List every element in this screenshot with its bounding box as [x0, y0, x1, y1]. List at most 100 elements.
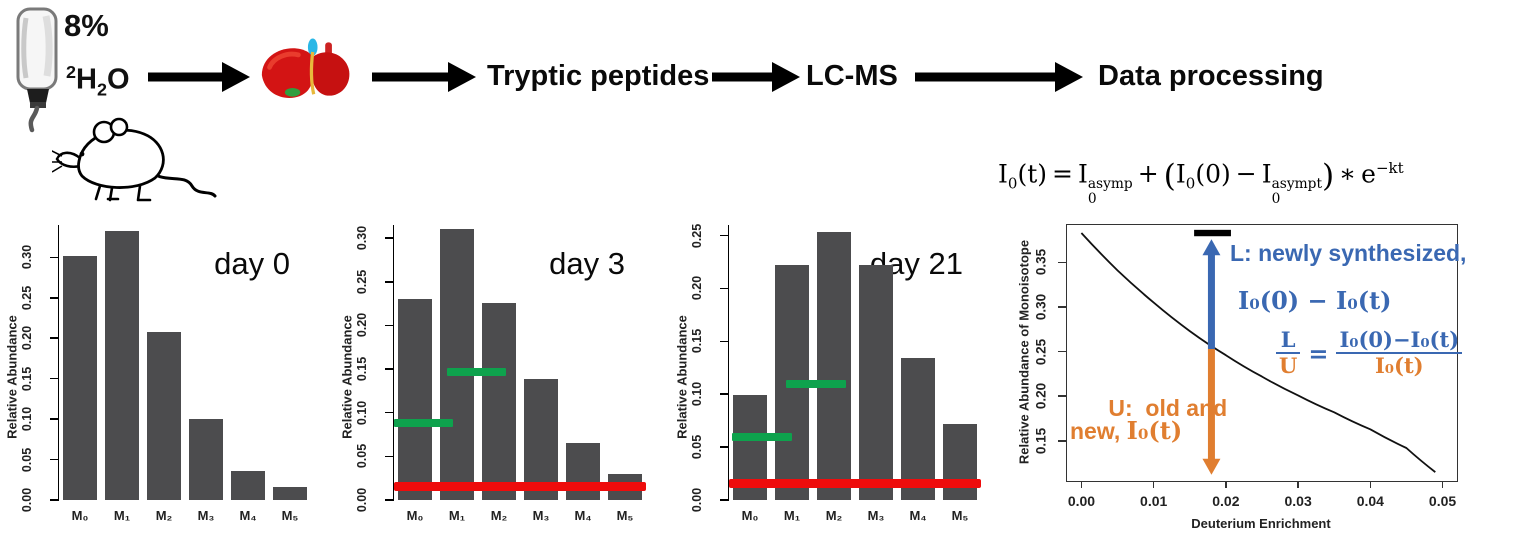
bar-M₂: [147, 331, 181, 500]
y-tick-label: 0.35: [1033, 249, 1049, 276]
y-tick-label: 0.20: [690, 276, 704, 301]
plot-area: 0.00 0.05 0.10 0.15 0.20 0.25 0.30 M₀ M₁ M₂ M₃ M₄ M₅: [20, 225, 311, 523]
flow-arrow-2: [372, 60, 476, 94]
bar-M₂: [482, 302, 516, 500]
y-tick-label: 0.25: [1033, 338, 1049, 365]
x-axis-label: Deuterium Enrichment: [1191, 516, 1331, 531]
dose-label: 8%: [64, 8, 109, 43]
i0-initial-cap: [1194, 229, 1231, 237]
bar-M₄: [231, 470, 265, 500]
green-marker-line: [394, 419, 454, 428]
water-o: O: [106, 63, 130, 96]
x-tick-label: 0.00: [1067, 493, 1096, 509]
intensity-fraction: I₀(0)−I₀(t) I₀(t): [1336, 327, 1463, 378]
old-and-new-arrowhead: [1202, 458, 1221, 475]
y-tick: [1058, 261, 1067, 264]
flow-arrow-1: [148, 60, 250, 94]
y-tick: [385, 324, 394, 327]
y-tick-label: 0.00: [690, 487, 704, 513]
x-tick: [1080, 481, 1083, 488]
labeled-fraction-formula: I₀(0) − I₀(t): [1238, 286, 1392, 315]
heavy-water-label: 2H2O: [66, 62, 130, 100]
water-h: H: [76, 63, 97, 96]
bar-M₃: [189, 419, 223, 500]
x-tick-label: 0.02: [1212, 493, 1240, 509]
y-tick-label: 0.10: [20, 406, 34, 432]
x-category-label: M₄: [909, 508, 927, 523]
red-marker-line: [729, 478, 981, 488]
y-tick: [720, 287, 729, 290]
red-marker-line: [394, 481, 646, 491]
x-tick-label: 0.05: [1428, 493, 1457, 509]
lu-ratio-equation: L U = I₀(0)−I₀(t) I₀(t): [1276, 327, 1463, 378]
bar-M₁: [440, 229, 474, 500]
x-category-label: M₂: [825, 508, 843, 523]
green-marker-line: [446, 367, 507, 376]
y-tick: [1058, 440, 1067, 442]
y-tick-label: 0.05: [20, 447, 34, 472]
formula-I0t: I: [998, 159, 1008, 189]
y-tick: [720, 234, 729, 237]
x-category-label: M₅: [281, 508, 299, 523]
x-tick: [1152, 481, 1155, 488]
y-tick-label: 0.15: [20, 366, 34, 391]
x-category-label: M₃: [867, 508, 885, 523]
plot-box: 0.00 0.01 0.02 0.03 0.04 0.05 0.15 0.20 0.25 0.30…: [1034, 224, 1458, 509]
y-tick: [50, 418, 59, 420]
y-tick: [385, 455, 394, 458]
x-category-label: M₀: [406, 508, 424, 523]
bar-M₄: [901, 358, 935, 500]
green-marker-line: [731, 432, 792, 441]
y-tick-label: 0.05: [690, 434, 704, 460]
bar-chart-day-0: Relative Abundance day 0 0.00 0.05 0.10 0.1…: [0, 202, 332, 542]
x-category-label: M₃: [197, 508, 215, 523]
y-tick: [385, 237, 394, 239]
y-tick: [1058, 350, 1067, 353]
y-axis-label: Relative Abundance: [674, 315, 690, 439]
labeled-fraction-annotation: L: newly synthesized,: [1230, 240, 1467, 266]
bar-M₀: [63, 255, 97, 500]
y-tick: [720, 340, 729, 343]
workflow-step-tryptic-peptides: Tryptic peptides: [487, 60, 710, 92]
liver-icon: [258, 36, 354, 121]
x-category-label: M₀: [741, 508, 759, 523]
y-axis-label: Relative Abundance: [4, 315, 20, 439]
bar-M₁: [105, 230, 139, 500]
bar-M₀: [398, 299, 432, 500]
x-category-label: M₀: [71, 508, 89, 523]
equals-sign: =: [1308, 338, 1329, 368]
bar-M₄: [566, 443, 600, 500]
y-tick: [50, 256, 59, 259]
bar-M₃: [859, 265, 893, 500]
y-tick-label: 0.10: [690, 382, 704, 407]
lu-fraction: L U: [1276, 327, 1301, 378]
plot-area: 0.00 0.05 0.10 0.15 0.20 0.25 0.30 M₀ M₁ M₂ M₃ M₄ M₅: [355, 225, 646, 523]
chart-title: day 0: [214, 246, 290, 281]
curve-svg: [1080, 229, 1436, 475]
workflow-step-lc-ms: LC-MS: [806, 60, 898, 92]
x-category-label: M₁: [113, 508, 131, 523]
y-tick-label: 0.30: [355, 225, 369, 251]
y-tick-label: 0.20: [1033, 383, 1049, 410]
bar-chart-day-21: Relative Abundance day 21 0.00 0.05 0.10 0.…: [670, 202, 1005, 542]
flow-arrow-3: [712, 60, 800, 94]
water-isotope-sup: 2: [66, 62, 76, 82]
unlabeled-fraction-annotation-line2: new, I₀(t): [1070, 416, 1183, 445]
green-marker-line: [785, 379, 847, 388]
bar-M₅: [273, 487, 307, 500]
x-tick-label: 0.03: [1284, 493, 1312, 509]
y-tick-label: 0.00: [355, 487, 369, 513]
chart-title: day 3: [549, 246, 625, 281]
x-category-label: M₅: [951, 508, 969, 523]
x-category-label: M₄: [239, 508, 257, 523]
y-tick-label: 0.05: [355, 444, 369, 469]
decay-curve: [1080, 232, 1436, 473]
y-tick: [1058, 395, 1067, 398]
y-tick: [720, 446, 729, 448]
y-axis-label: Relative Abundance of Monoisotope: [1016, 239, 1032, 465]
bar-M₅: [943, 423, 977, 500]
y-tick-label: 0.15: [355, 356, 369, 382]
x-category-label: M₁: [448, 508, 466, 523]
y-tick-label: 0.20: [355, 313, 369, 338]
